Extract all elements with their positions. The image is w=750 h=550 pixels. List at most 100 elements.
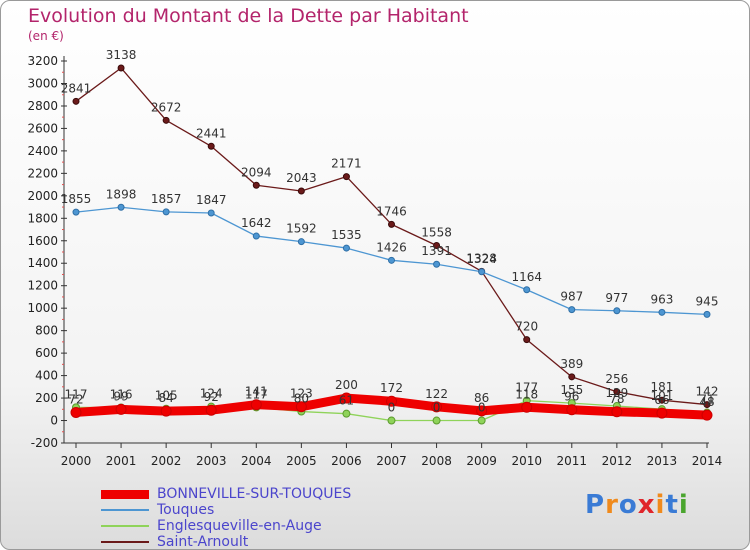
- y-tick-label: 1000: [27, 301, 58, 315]
- x-tick-label: 2013: [647, 454, 678, 468]
- legend-swatch: [101, 541, 149, 543]
- legend-item: Saint-Arnoult: [101, 534, 351, 550]
- data-label: 124: [200, 387, 223, 401]
- data-label: 1898: [106, 187, 137, 201]
- data-point: [523, 286, 531, 294]
- x-tick-label: 2008: [421, 454, 452, 468]
- logo-letter: t: [665, 490, 679, 520]
- data-label: 155: [560, 383, 583, 397]
- data-point: [70, 406, 82, 418]
- data-label: 118: [515, 387, 538, 401]
- data-point: [72, 208, 80, 216]
- data-label: 71: [699, 393, 714, 407]
- data-label: 987: [560, 290, 583, 304]
- data-label: 256: [605, 372, 628, 386]
- legend-item: Englesqueville-en-Auge: [101, 518, 351, 534]
- data-label: 0: [433, 401, 441, 415]
- data-point: [252, 232, 260, 240]
- x-tick-label: 2011: [557, 454, 588, 468]
- data-point: [297, 187, 305, 195]
- legend-item: BONNEVILLE-SUR-TOUQUES: [101, 486, 351, 502]
- x-tick-label: 2014: [692, 454, 723, 468]
- data-label: 1535: [331, 228, 362, 242]
- data-label: 1857: [151, 192, 182, 206]
- data-point: [386, 395, 397, 407]
- data-point: [613, 307, 621, 315]
- data-label: 389: [560, 357, 583, 371]
- y-tick-label: 1800: [27, 211, 58, 225]
- y-tick-label: 2000: [27, 189, 58, 203]
- legend-label: Saint-Arnoult: [157, 534, 249, 550]
- data-point: [117, 64, 125, 72]
- data-label: 80: [294, 392, 309, 406]
- data-label: 78: [609, 392, 624, 406]
- y-tick-label: 200: [35, 391, 58, 405]
- logo-letter: o: [618, 490, 638, 520]
- data-label: 117: [65, 387, 88, 401]
- x-tick-label: 2007: [376, 454, 407, 468]
- data-label: 945: [696, 294, 719, 308]
- data-label: 1558: [421, 225, 452, 239]
- data-label: 48: [699, 395, 714, 409]
- y-tick-label: 2600: [27, 121, 58, 135]
- data-label: 84: [159, 391, 174, 405]
- x-tick-label: 2000: [61, 454, 92, 468]
- data-label: 129: [605, 386, 628, 400]
- data-label: 1164: [511, 270, 542, 284]
- x-tick-label: 2005: [286, 454, 317, 468]
- data-label: 963: [650, 292, 673, 306]
- data-point: [117, 203, 125, 211]
- data-point: [252, 181, 260, 189]
- data-label: 177: [515, 381, 538, 395]
- data-label: 3138: [106, 48, 137, 62]
- data-point: [342, 173, 350, 181]
- logo-letter: r: [605, 490, 619, 520]
- data-point: [611, 406, 623, 418]
- data-label: 1855: [61, 192, 92, 206]
- y-tick-label: 400: [35, 369, 58, 383]
- data-point: [433, 260, 441, 268]
- data-point: [523, 336, 531, 344]
- data-point: [297, 238, 305, 246]
- y-tick-label: 600: [35, 346, 58, 360]
- data-point: [72, 97, 80, 105]
- legend-label: Englesqueville-en-Auge: [157, 518, 322, 534]
- data-point: [477, 416, 486, 425]
- data-point: [295, 401, 307, 413]
- data-label: 141: [245, 385, 268, 399]
- data-point: [205, 404, 217, 416]
- x-tick-label: 2009: [466, 454, 497, 468]
- y-tick-label: 2200: [27, 166, 58, 180]
- y-tick-label: 3000: [27, 76, 58, 90]
- logo-letter: i: [678, 490, 689, 520]
- legend-swatch: [101, 489, 149, 499]
- chart-title: Evolution du Montant de la Dette par Hab…: [28, 5, 469, 27]
- data-label: 1642: [241, 216, 272, 230]
- data-point: [160, 405, 172, 417]
- data-label: 86: [474, 391, 489, 405]
- y-tick-label: 800: [35, 324, 58, 338]
- data-label: 2171: [331, 157, 362, 171]
- data-point: [521, 401, 533, 413]
- data-label: 1324: [466, 252, 497, 266]
- data-label: 2672: [151, 100, 182, 114]
- data-point: [388, 220, 395, 228]
- x-tick-label: 2004: [241, 454, 272, 468]
- data-label: 72: [68, 392, 83, 406]
- data-point: [658, 396, 666, 404]
- data-label: 1746: [376, 204, 407, 218]
- logo-letter: i: [655, 490, 666, 520]
- data-label: 172: [380, 381, 403, 395]
- data-point: [703, 310, 711, 318]
- legend-label: BONNEVILLE-SUR-TOUQUES: [157, 486, 352, 502]
- x-tick-label: 2002: [151, 454, 182, 468]
- x-tick-label: 2010: [511, 454, 542, 468]
- data-label: 142: [696, 385, 719, 399]
- data-point: [658, 308, 666, 316]
- data-point: [568, 306, 576, 314]
- x-tick-label: 2003: [196, 454, 227, 468]
- data-point: [387, 416, 396, 425]
- data-point: [342, 244, 350, 252]
- y-tick-label: 3200: [27, 54, 58, 68]
